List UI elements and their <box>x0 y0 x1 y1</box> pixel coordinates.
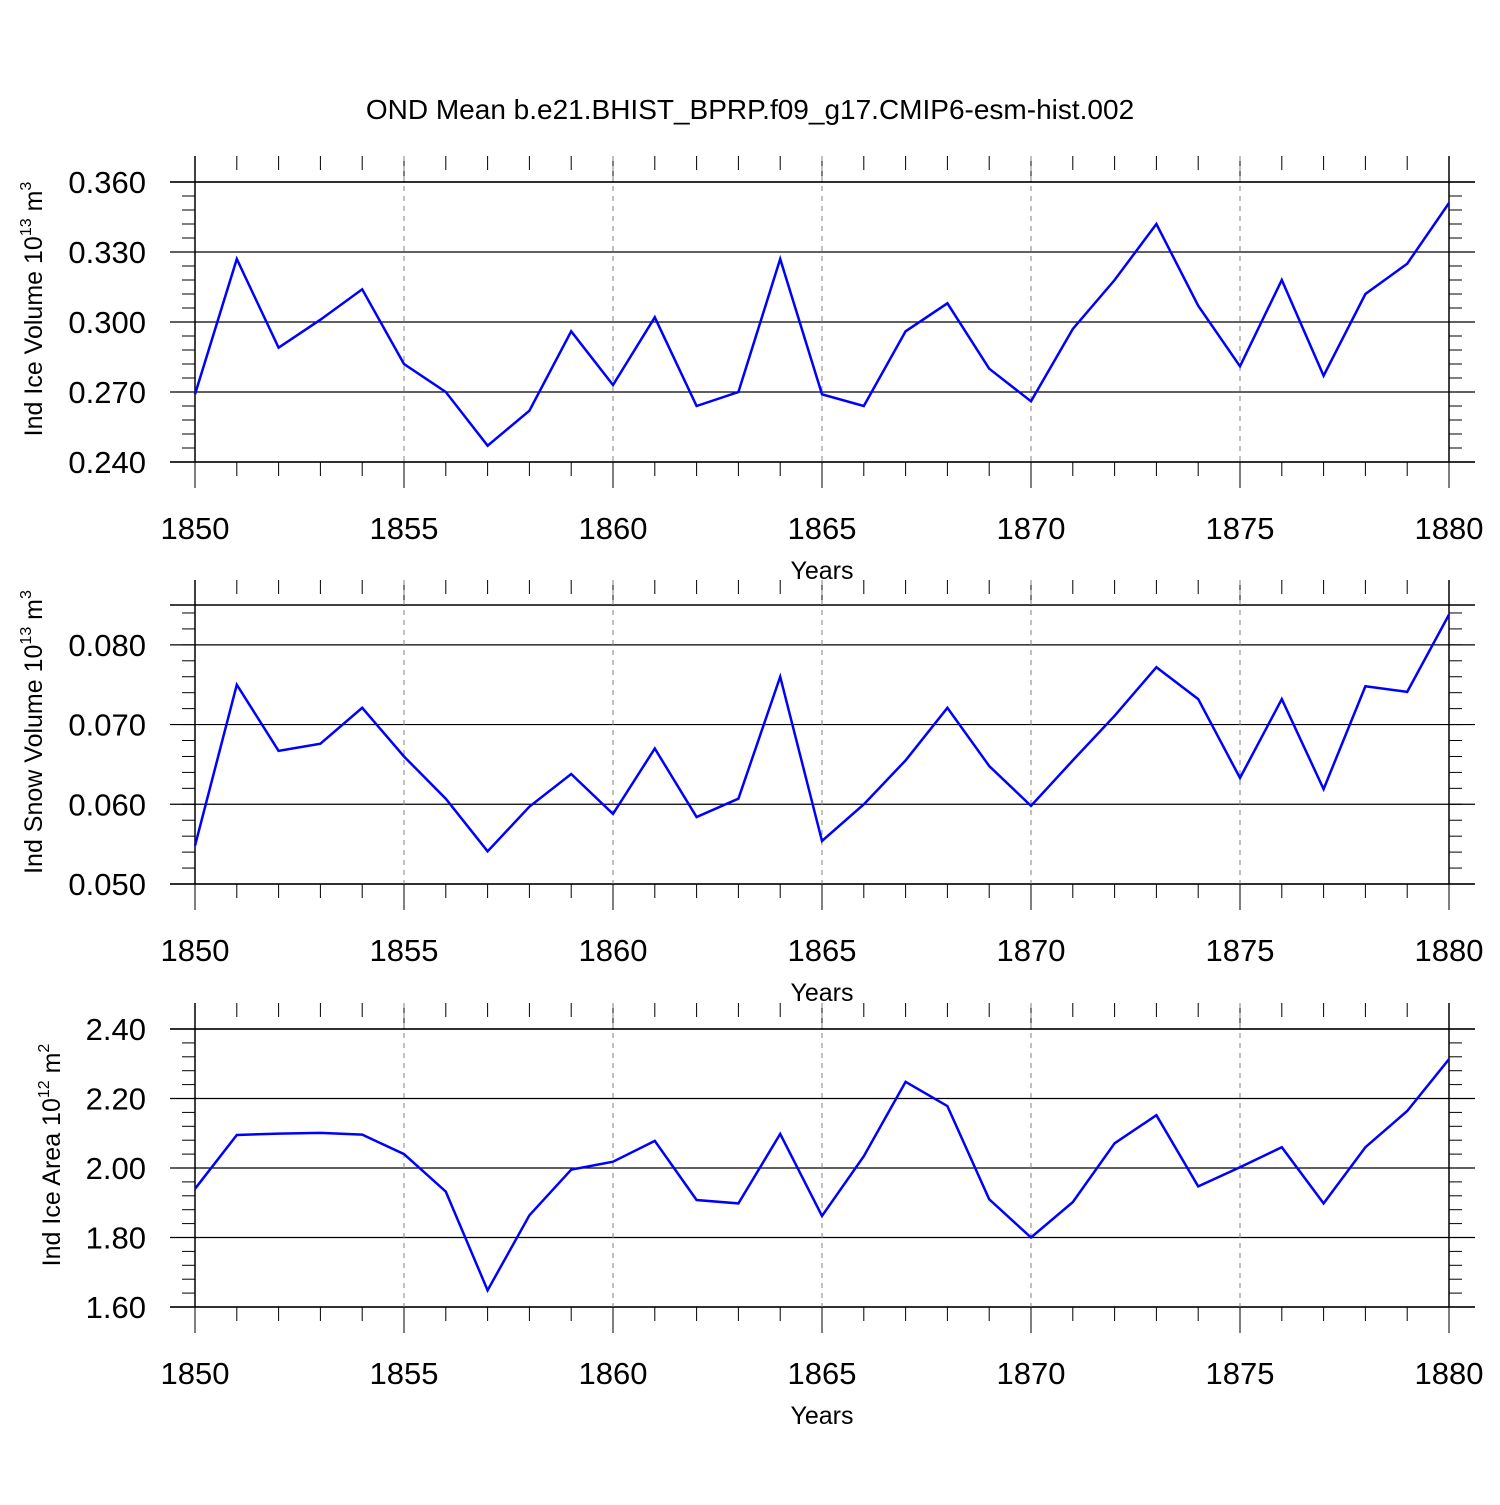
x-tick-label: 1850 <box>161 511 230 546</box>
y-axis-label: Ind Ice Volume 1013 m3 <box>18 182 48 437</box>
y-tick-label: 0.080 <box>68 628 146 663</box>
x-tick-label: 1860 <box>579 1356 648 1391</box>
x-tick-label: 1850 <box>161 933 230 968</box>
data-series-line <box>193 614 1451 854</box>
x-tick-label: 1870 <box>997 1356 1066 1391</box>
x-tick-label: 1870 <box>997 511 1066 546</box>
x-tick-label: 1870 <box>997 933 1066 968</box>
x-tick-label: 1880 <box>1415 511 1484 546</box>
y-axis-label: Ind Ice Area 1012 m2 <box>36 1044 66 1267</box>
x-tick-label: 1855 <box>370 1356 439 1391</box>
x-axis-label: Years <box>790 979 853 1007</box>
y-tick-label: 0.050 <box>68 867 146 902</box>
data-series-line <box>193 202 1451 448</box>
x-tick-label: 1880 <box>1415 933 1484 968</box>
y-tick-label: 0.360 <box>68 165 146 200</box>
y-tick-label: 2.40 <box>86 1012 146 1047</box>
x-tick-label: 1865 <box>788 1356 857 1391</box>
chart-title: OND Mean b.e21.BHIST_BPRP.f09_g17.CMIP6-… <box>366 94 1134 125</box>
y-tick-label: 0.060 <box>68 787 146 822</box>
y-axis-label: Ind Snow Volume 1013 m3 <box>18 590 48 874</box>
x-tick-label: 1880 <box>1415 1356 1484 1391</box>
x-tick-label: 1860 <box>579 933 648 968</box>
x-tick-label: 1855 <box>370 933 439 968</box>
x-axis-label: Years <box>790 1402 853 1430</box>
x-tick-label: 1860 <box>579 511 648 546</box>
y-tick-label: 0.270 <box>68 375 146 410</box>
y-tick-label: 2.00 <box>86 1151 146 1186</box>
y-tick-label: 0.070 <box>68 708 146 743</box>
y-tick-label: 0.240 <box>68 445 146 480</box>
x-tick-label: 1875 <box>1206 1356 1275 1391</box>
x-tick-label: 1855 <box>370 511 439 546</box>
x-tick-label: 1875 <box>1206 511 1275 546</box>
x-tick-label: 1865 <box>788 933 857 968</box>
x-tick-label: 1865 <box>788 511 857 546</box>
y-tick-label: 1.80 <box>86 1221 146 1256</box>
y-tick-label: 0.300 <box>68 305 146 340</box>
y-tick-label: 0.330 <box>68 235 146 270</box>
x-tick-label: 1850 <box>161 1356 230 1391</box>
y-tick-label: 2.20 <box>86 1082 146 1117</box>
y-tick-label: 1.60 <box>86 1290 146 1325</box>
data-series-line <box>194 1058 1450 1294</box>
x-tick-label: 1875 <box>1206 933 1275 968</box>
